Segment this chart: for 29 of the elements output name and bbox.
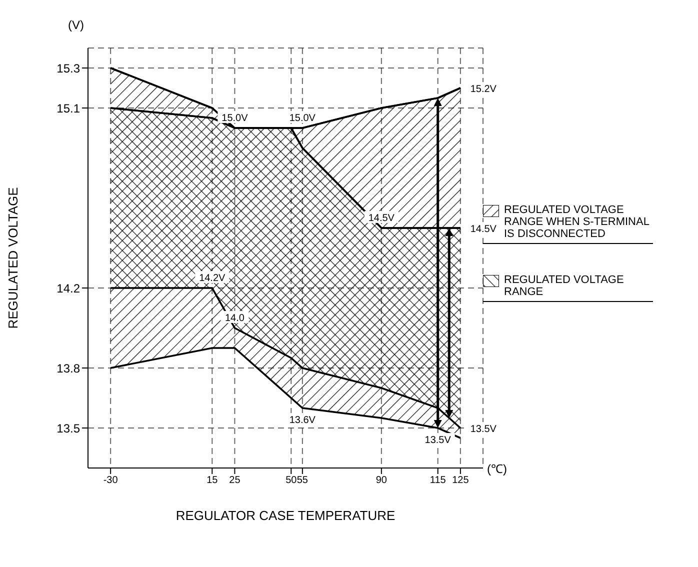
y-tick-label: 14.2	[56, 281, 80, 296]
text: (℃)	[487, 461, 507, 477]
annotation: 14.2V	[199, 273, 226, 284]
x-tick-label: 15	[206, 475, 218, 486]
y-tick-label: 13.8	[56, 361, 80, 376]
text: REGULATED VOLTAGE RANGE WHEN S-TERMINAL IS DISCONNECTED	[504, 204, 650, 240]
x-tick-label: 115	[430, 475, 446, 486]
x-tick-label: 125	[452, 475, 470, 486]
x-tick-label: 55	[296, 475, 308, 486]
annotation: 15.2V	[470, 84, 497, 95]
y-tick-label: 13.5	[56, 421, 80, 436]
y-tick-label: 15.3	[56, 61, 80, 76]
text: (V)	[68, 18, 84, 32]
annotation: 14.0	[224, 313, 245, 324]
x-tick-label: 25	[229, 475, 241, 486]
y-axis-title: REGULATED VOLTAGE	[6, 186, 21, 329]
x-tick-label: 90	[376, 475, 388, 486]
annotation: 15.0V	[222, 113, 248, 124]
annotation: 15.0V	[289, 113, 316, 124]
x-tick-label: 50	[286, 475, 298, 486]
x-axis-title: REGULATOR CASE TEMPERATURE	[176, 508, 396, 523]
y-tick-label: 15.1	[56, 101, 80, 116]
text: REGULATED VOLTAGE RANGE	[504, 274, 625, 298]
annotation: 13.5V	[470, 424, 497, 435]
annotation: 14.5V	[470, 224, 497, 235]
annotation: 14.5V	[368, 213, 395, 224]
annotation: 13.6V	[289, 415, 316, 426]
x-tick-label: -30	[103, 475, 118, 486]
annotation: 13.5V	[424, 435, 452, 446]
